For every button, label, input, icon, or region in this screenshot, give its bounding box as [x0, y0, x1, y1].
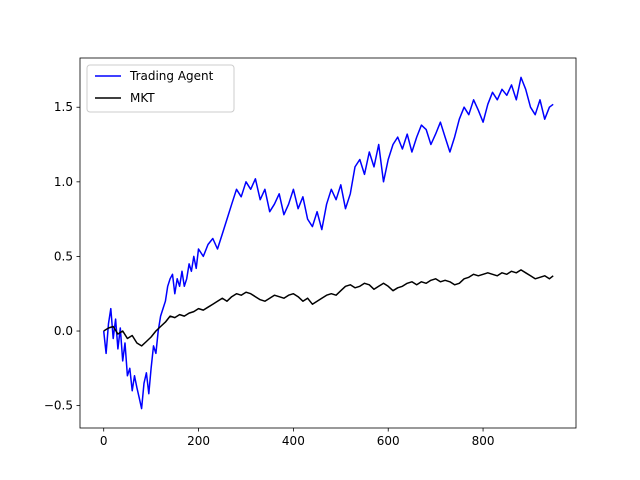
x-tick-label: 800: [472, 434, 495, 448]
x-tick-label: 200: [187, 434, 210, 448]
y-tick-label: −0.5: [44, 399, 73, 413]
x-tick-label: 0: [100, 434, 108, 448]
y-tick-label: 0.0: [54, 324, 73, 338]
x-tick-label: 600: [377, 434, 400, 448]
x-axis: 0 200 400 600 800: [100, 428, 495, 448]
series-line-mkt: [103, 269, 554, 347]
legend-box: [86, 64, 235, 113]
y-axis: −0.5 0.0 0.5 1.0 1.5: [44, 100, 80, 413]
plot-area: [79, 57, 577, 429]
series-layer: [102, 76, 554, 410]
legend: Trading Agent MKT: [86, 64, 235, 113]
axes-frame: [79, 57, 577, 429]
legend-label-mkt: MKT: [130, 91, 155, 105]
y-tick-label: 1.0: [54, 175, 73, 189]
y-tick-label: 1.5: [54, 100, 73, 114]
x-tick-label: 400: [282, 434, 305, 448]
y-tick-label: 0.5: [54, 249, 73, 263]
legend-label-trading-agent: Trading Agent: [129, 69, 214, 83]
series-line-trading-agent: [102, 76, 554, 410]
